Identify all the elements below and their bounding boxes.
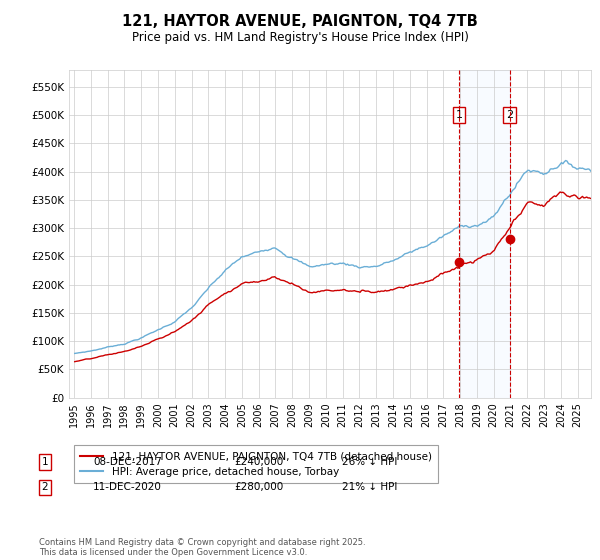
- Text: Contains HM Land Registry data © Crown copyright and database right 2025.
This d: Contains HM Land Registry data © Crown c…: [39, 538, 365, 557]
- Text: 2: 2: [506, 110, 513, 120]
- Text: 08-DEC-2017: 08-DEC-2017: [93, 457, 162, 467]
- Bar: [459, 70, 509, 398]
- Text: £280,000: £280,000: [234, 482, 283, 492]
- Text: 121, HAYTOR AVENUE, PAIGNTON, TQ4 7TB: 121, HAYTOR AVENUE, PAIGNTON, TQ4 7TB: [122, 14, 478, 29]
- Legend: 121, HAYTOR AVENUE, PAIGNTON, TQ4 7TB (detached house), HPI: Average price, deta: 121, HAYTOR AVENUE, PAIGNTON, TQ4 7TB (d…: [74, 445, 438, 483]
- Text: 1: 1: [455, 110, 463, 120]
- Text: 11-DEC-2020: 11-DEC-2020: [93, 482, 162, 492]
- Text: 2: 2: [41, 482, 49, 492]
- Text: 26% ↓ HPI: 26% ↓ HPI: [342, 457, 397, 467]
- Text: 21% ↓ HPI: 21% ↓ HPI: [342, 482, 397, 492]
- Text: Price paid vs. HM Land Registry's House Price Index (HPI): Price paid vs. HM Land Registry's House …: [131, 31, 469, 44]
- Text: £240,000: £240,000: [234, 457, 283, 467]
- Text: 1: 1: [41, 457, 49, 467]
